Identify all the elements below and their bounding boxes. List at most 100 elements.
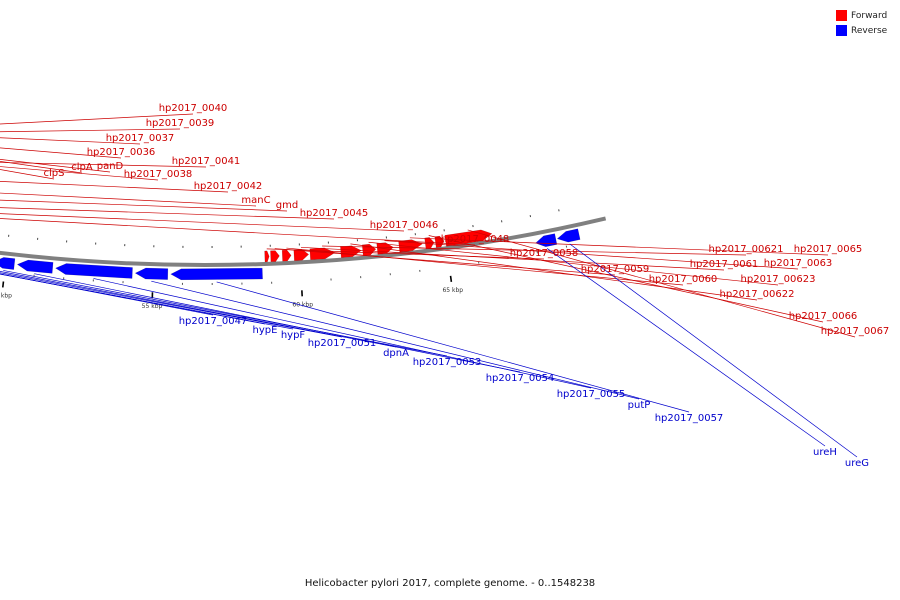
label-leader	[0, 192, 257, 207]
gene-label: hp2017_0063	[764, 258, 833, 269]
forward-swatch	[836, 10, 847, 21]
scale-label: 60 kbp	[292, 301, 313, 308]
label-leader	[0, 213, 405, 232]
label-leader	[300, 246, 725, 271]
gene-label: hp2017_0047	[179, 316, 248, 327]
label-leader	[0, 273, 294, 330]
gene-label: hp2017_00623	[741, 274, 816, 285]
gene-label: hp2017_0036	[87, 147, 156, 158]
gene-label: gmd	[276, 200, 298, 211]
gene-label: hp2017_0054	[486, 373, 555, 384]
forward-gene[interactable]	[444, 229, 493, 247]
label-leader	[384, 240, 799, 270]
forward-gene[interactable]	[309, 247, 336, 261]
gene-label: putP	[628, 400, 651, 411]
forward-gene[interactable]	[281, 249, 292, 262]
gene-label: ureG	[845, 458, 869, 469]
major-ticks	[1, 275, 453, 299]
legend-label-forward: Forward	[851, 10, 888, 21]
gene-label: hp2017_0038	[124, 169, 193, 180]
legend-item-reverse: Reverse	[836, 23, 887, 38]
gene-label: hp2017_0061	[690, 259, 759, 270]
minor-ticks	[8, 209, 568, 285]
label-leader	[546, 248, 826, 447]
label-leaders	[0, 113, 858, 458]
gene-label: hp2017_00621	[709, 244, 784, 255]
reverse-swatch	[836, 25, 847, 36]
reverse-gene[interactable]	[55, 263, 133, 279]
genome-backbone	[0, 216, 607, 267]
label-leader	[0, 199, 288, 212]
label-leader	[350, 243, 758, 301]
gene-label: clpA	[71, 162, 93, 173]
label-leader	[0, 128, 181, 133]
label-leader	[0, 137, 141, 145]
gene-label: dpnA	[383, 348, 409, 359]
reverse-gene[interactable]	[556, 228, 581, 243]
reverse-genes	[0, 228, 581, 281]
label-leader	[0, 166, 159, 181]
gene-label: hp2017_0055	[557, 389, 626, 400]
gene-label: hp2017_0046	[370, 220, 439, 231]
gene-label: ureH	[813, 447, 837, 458]
label-leader	[0, 161, 83, 174]
label-leader	[0, 272, 343, 338]
scale-label: 55 kbp	[142, 303, 163, 310]
label-leader	[0, 159, 111, 173]
reverse-gene[interactable]	[170, 267, 263, 281]
gene-label: hp2017_00622	[720, 289, 795, 300]
map-caption: Helicobacter pylori 2017, complete genom…	[304, 578, 596, 589]
label-leader	[0, 113, 194, 125]
gene-label: hypE	[253, 325, 278, 336]
reverse-gene[interactable]	[535, 233, 558, 247]
gene-label: hp2017_0060	[649, 274, 718, 285]
label-leader	[274, 248, 616, 276]
label-leader	[467, 229, 856, 338]
label-leader	[3, 270, 448, 357]
forward-gene[interactable]	[270, 250, 280, 263]
legend: Forward Reverse	[836, 8, 887, 38]
forward-gene[interactable]	[424, 237, 435, 250]
reverse-gene[interactable]	[0, 257, 16, 270]
major-tick	[449, 275, 453, 282]
gene-label: hp2017_0057	[655, 413, 724, 424]
label-leader	[0, 147, 122, 159]
gene-label: hp2017_0058	[510, 248, 579, 259]
legend-item-forward: Forward	[836, 8, 887, 23]
label-leader	[0, 207, 335, 220]
forward-genes	[264, 229, 493, 263]
label-leader	[428, 235, 824, 323]
gene-label: hp2017_0039	[146, 118, 215, 129]
gene-label: hp2017_0040	[159, 103, 228, 114]
gene-labels: clpS clpA panD hp2017_0036 hp2017_0037 hp2017…	[44, 103, 890, 469]
label-leader	[0, 273, 266, 325]
forward-gene[interactable]	[264, 250, 270, 263]
gene-label: hp2017_0066	[789, 311, 858, 322]
gene-label: clpS	[44, 168, 65, 179]
reverse-gene[interactable]	[16, 259, 54, 274]
reverse-gene[interactable]	[134, 267, 169, 280]
label-leader	[151, 280, 640, 400]
label-leader	[0, 162, 207, 168]
label-leader	[216, 281, 690, 413]
label-leader	[569, 243, 858, 458]
legend-label-reverse: Reverse	[851, 25, 888, 36]
gene-label: hp2017_0041	[172, 156, 241, 167]
gene-label: hp2017_0053	[413, 357, 482, 368]
label-leader	[0, 218, 476, 246]
gene-label: manC	[241, 195, 270, 206]
gene-label: hp2017_0048	[441, 234, 510, 245]
label-leader	[93, 278, 592, 389]
gene-label: hp2017_0059	[581, 264, 650, 275]
gene-label: hp2017_0045	[300, 208, 369, 219]
gene-label: panD	[97, 161, 124, 172]
gene-label: hypF	[281, 330, 306, 341]
gene-label: hp2017_0042	[194, 181, 263, 192]
label-leader	[34, 273, 521, 373]
label-leader	[0, 180, 229, 193]
gene-label: hp2017_0051	[308, 338, 377, 349]
scale-label: 65 kbp	[442, 287, 463, 294]
gene-label: hp2017_0067	[821, 326, 890, 337]
gene-label: hp2017_0065	[794, 244, 863, 255]
